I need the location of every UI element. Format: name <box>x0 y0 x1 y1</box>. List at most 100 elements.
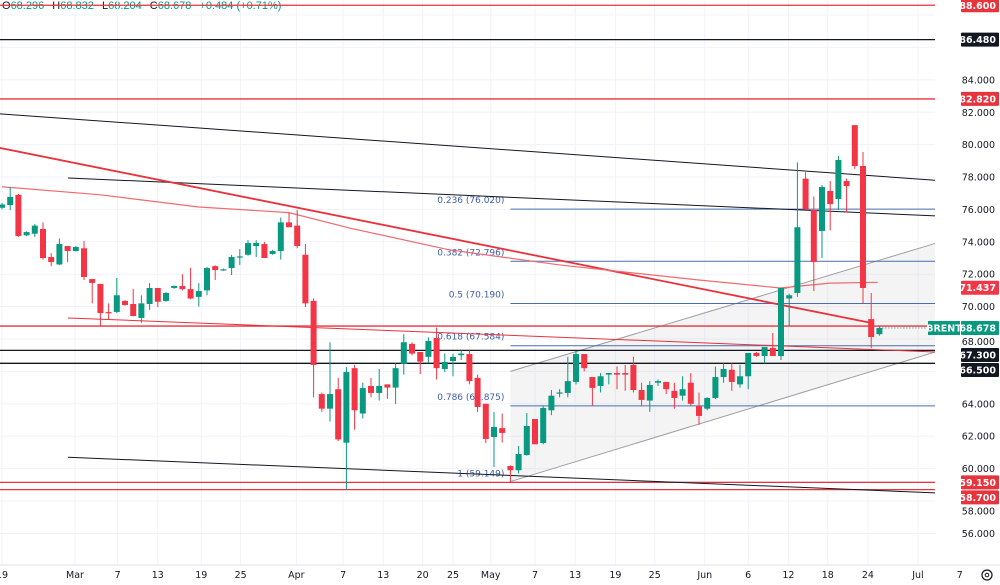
candle-body <box>737 376 743 385</box>
candle <box>163 292 169 302</box>
candle <box>663 381 670 395</box>
candle-body <box>64 246 71 252</box>
candle-body <box>860 165 866 288</box>
candle-body <box>441 362 448 369</box>
level-price-badge-bg <box>961 348 999 363</box>
candle <box>154 287 161 308</box>
candle-body <box>605 373 612 375</box>
candle <box>581 354 588 372</box>
candle-body <box>286 222 292 228</box>
candle <box>392 363 399 404</box>
candle <box>474 374 481 412</box>
level-price-badge-bg <box>961 91 999 106</box>
candle <box>720 363 727 383</box>
level-price-badge: 88.600 <box>959 1 996 12</box>
candle <box>327 342 333 422</box>
candle <box>556 389 563 398</box>
candle-body <box>122 300 128 305</box>
candle <box>573 350 579 385</box>
price-axis-tick: 70.000 <box>962 302 995 313</box>
time-axis-tick: 25 <box>447 570 459 581</box>
candle-body <box>573 354 579 382</box>
candle-body <box>458 353 465 356</box>
level-price-badge: 67.300 <box>959 351 996 362</box>
candle <box>15 194 22 237</box>
candle-body <box>868 319 875 338</box>
candle-body <box>474 377 481 408</box>
candle <box>220 268 227 271</box>
candle <box>466 350 473 385</box>
candle-body <box>728 369 735 382</box>
candle <box>351 364 358 430</box>
candle <box>851 125 858 169</box>
time-axis-tick: 7 <box>115 570 121 581</box>
last-price-badge: 68.678 <box>959 324 996 335</box>
price-axis-tick: 68.000 <box>962 337 995 348</box>
candle <box>860 152 866 304</box>
candle <box>89 279 96 304</box>
candle <box>605 373 612 385</box>
candle-body <box>523 425 530 455</box>
candle-body <box>614 373 620 375</box>
candle-body <box>819 187 825 231</box>
candle <box>515 445 522 474</box>
candle-body <box>704 397 711 409</box>
candle <box>704 397 711 411</box>
candle <box>532 419 538 445</box>
candle-body <box>105 312 112 314</box>
candle <box>482 403 489 444</box>
candle <box>802 172 809 210</box>
candle-body <box>154 287 161 302</box>
candle <box>122 300 128 306</box>
candle <box>310 298 317 398</box>
candle-body <box>384 384 391 388</box>
candle-body <box>540 408 547 444</box>
candle-body <box>425 340 432 357</box>
candle <box>97 283 104 327</box>
time-axis-tick: Mar <box>66 570 84 581</box>
candle-body <box>556 392 563 394</box>
candle <box>376 368 383 401</box>
candle <box>868 292 875 349</box>
candle <box>31 223 38 237</box>
candle-body <box>81 248 87 277</box>
candle <box>195 283 202 307</box>
candle-body <box>253 242 260 247</box>
time-axis-tick: 13 <box>569 570 581 581</box>
candle-body <box>228 257 235 269</box>
time-axis-tick: 19 <box>609 570 621 581</box>
candle <box>835 155 842 211</box>
candle <box>130 288 137 317</box>
candle <box>245 240 251 256</box>
candle-body <box>761 347 768 357</box>
candle-body <box>343 372 350 443</box>
candle-body <box>138 303 145 318</box>
candle-body <box>56 244 63 265</box>
candle <box>491 411 497 467</box>
candle <box>638 382 645 406</box>
time-axis-tick: 7 <box>957 570 963 581</box>
candle-body <box>220 269 227 271</box>
candle-body <box>778 287 784 357</box>
candle <box>433 327 440 380</box>
candle <box>614 366 620 390</box>
candle <box>753 351 760 357</box>
price-axis-tick: 72.000 <box>962 270 995 281</box>
last-price-badge-bg <box>961 321 999 336</box>
candle-body <box>507 466 514 471</box>
channel-lower-line <box>510 351 936 483</box>
candle-body <box>655 381 661 383</box>
settings-gear-icon[interactable] <box>981 569 993 581</box>
candle-body <box>327 394 333 409</box>
black-trendline-middle <box>67 177 936 217</box>
candle-body <box>630 364 637 391</box>
candle-body <box>696 406 702 416</box>
candle-body <box>23 232 30 236</box>
gear-outer <box>981 569 993 581</box>
candle-body <box>581 354 588 369</box>
candle-body <box>195 291 202 297</box>
candle <box>827 181 834 231</box>
low-value: 68.204 <box>108 0 142 12</box>
candle-body <box>310 300 317 365</box>
